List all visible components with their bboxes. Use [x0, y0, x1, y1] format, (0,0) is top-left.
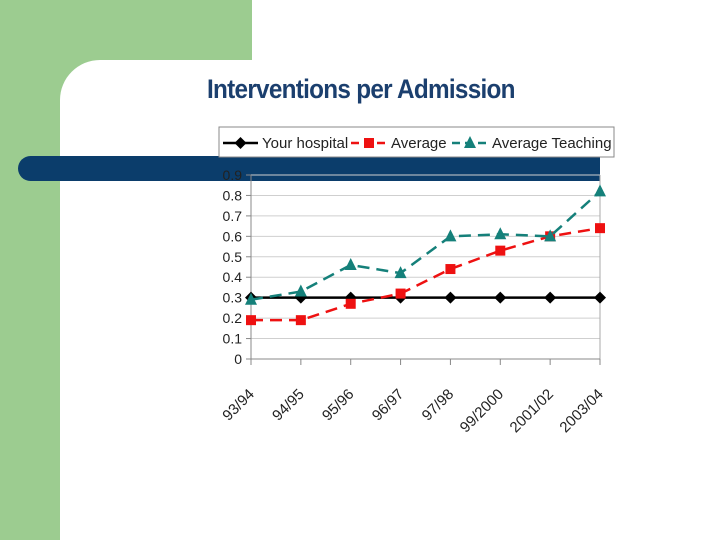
data-point [544, 291, 557, 304]
data-point [594, 184, 606, 197]
y-tick-label: 0.7 [223, 208, 243, 224]
data-point [294, 284, 307, 297]
legend: Your hospital Average Average Teaching [218, 126, 615, 158]
y-tick-label: 0.6 [223, 228, 243, 244]
series-line-1 [251, 226, 601, 322]
legend-marker [364, 138, 374, 148]
data-point [246, 315, 256, 326]
y-tick-label: 0.5 [223, 249, 243, 265]
series-layer [245, 184, 606, 326]
y-tick-label: 0.9 [223, 167, 243, 183]
chart-title: Interventions per Admission [207, 74, 515, 104]
legend-label: Average Teaching [492, 135, 612, 152]
y-tick-label: 0.4 [223, 269, 243, 285]
data-point [445, 264, 456, 275]
data-point [494, 291, 507, 304]
data-point [594, 291, 606, 304]
data-point [444, 291, 457, 304]
x-tick-label: 95/96 [319, 386, 358, 425]
y-tick-label: 0.2 [223, 310, 243, 326]
data-point [394, 266, 407, 279]
background-green-strip [0, 0, 60, 540]
x-tick-label: 2001/02 [507, 386, 557, 436]
data-point [544, 229, 557, 242]
data-point [345, 298, 356, 309]
data-point [245, 292, 257, 305]
y-tick-label: 0 [234, 351, 242, 367]
y-tick-label: 0.1 [223, 331, 243, 347]
data-point [494, 227, 507, 240]
legend-marker [234, 137, 247, 149]
y-tick-label: 0.3 [223, 290, 243, 306]
y-tick-label: 0.8 [223, 187, 243, 203]
x-tick-label: 2003/04 [556, 386, 606, 436]
x-tick-label: 99/2000 [457, 386, 507, 436]
data-point [444, 229, 457, 242]
series-line-2 [250, 190, 601, 301]
data-point [295, 315, 306, 326]
legend-label: Your hospital [262, 135, 348, 152]
data-point [495, 245, 506, 256]
legend-marker [464, 136, 476, 148]
accent-bar [18, 156, 600, 181]
legend-label: Average [391, 135, 447, 152]
grid-layer [251, 174, 600, 360]
data-point [595, 223, 605, 234]
data-point [395, 288, 406, 299]
legend-box [218, 126, 615, 158]
x-tick-label: 97/98 [419, 386, 458, 425]
x-tick-label: 96/97 [369, 386, 408, 425]
x-tick-label: 93/94 [219, 386, 258, 425]
x-tick-label: 94/95 [269, 386, 308, 425]
data-point [344, 257, 357, 270]
